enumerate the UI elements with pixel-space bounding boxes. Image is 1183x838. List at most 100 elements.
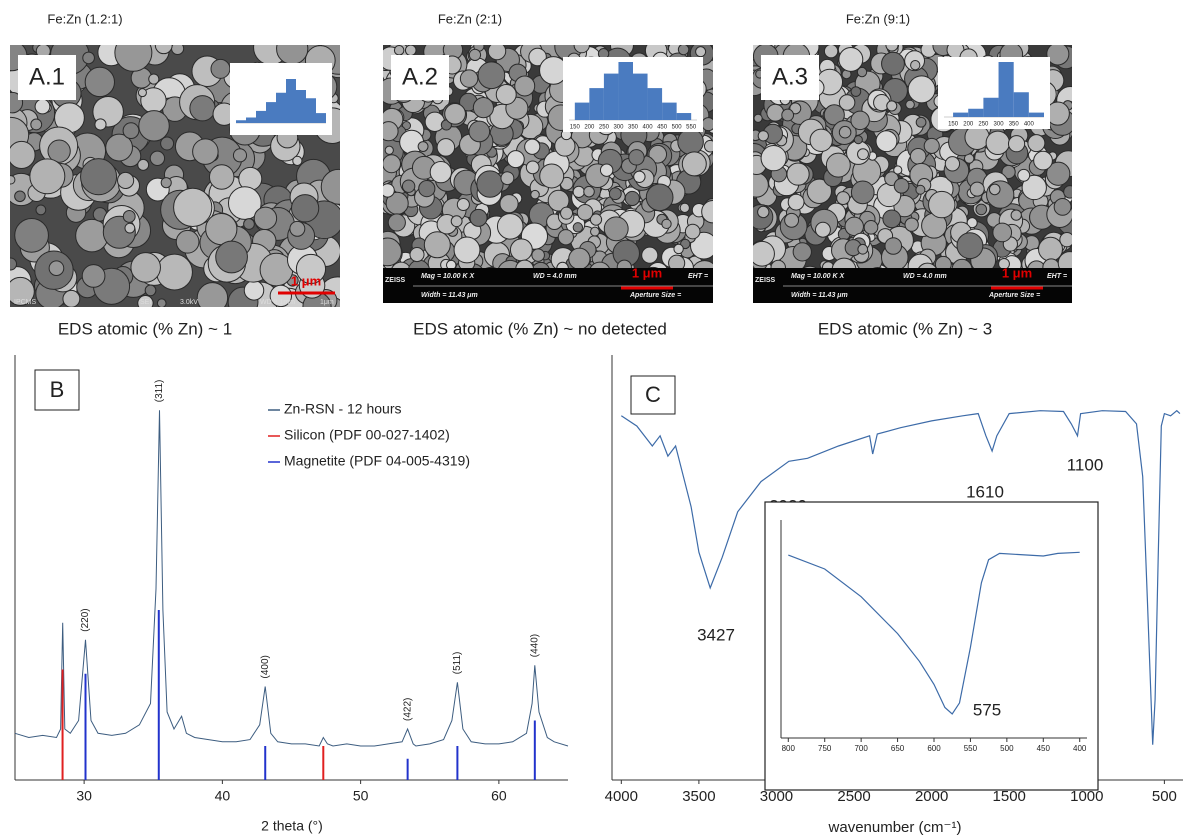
x-tick-label: 550 <box>964 744 978 753</box>
particle <box>1053 197 1072 216</box>
particle <box>404 45 417 57</box>
particle <box>117 171 135 190</box>
particle <box>836 191 851 206</box>
particle <box>863 220 879 235</box>
sem-footer: Width = 11.43 μm <box>421 292 478 299</box>
particle <box>572 222 584 233</box>
panel-label: A.1 <box>29 63 65 90</box>
x-tick-label: 400 <box>643 125 654 131</box>
histogram-bar <box>998 62 1014 117</box>
particle <box>292 155 303 166</box>
particle <box>583 185 595 198</box>
x-axis-label: wavenumber (cm⁻¹) <box>828 819 962 836</box>
particle <box>476 170 504 198</box>
particle <box>148 73 160 85</box>
particle <box>384 145 394 155</box>
histogram-bar <box>276 92 286 123</box>
particle <box>838 94 856 111</box>
particle <box>753 240 775 267</box>
sem-footer: Aperture Size = <box>988 292 1040 299</box>
particle <box>969 181 985 197</box>
particle <box>904 217 919 232</box>
particle <box>468 48 482 62</box>
sem-footer: Mag = 10.00 K X <box>421 273 475 280</box>
particle <box>417 141 429 152</box>
particle <box>444 102 466 125</box>
particle <box>137 158 150 171</box>
particle <box>276 45 309 65</box>
peak-label: (422) <box>402 698 413 721</box>
particle <box>84 66 115 98</box>
particle <box>975 203 988 216</box>
particle <box>695 46 707 58</box>
particle <box>453 236 481 264</box>
particle <box>227 186 262 220</box>
particle <box>487 45 507 61</box>
particle <box>401 179 416 193</box>
scale-label: 1 μm <box>1002 265 1032 280</box>
inset-line <box>788 551 1080 715</box>
x-tick-label: 200 <box>584 125 595 131</box>
x-tick-label: 400 <box>1024 122 1035 128</box>
particle <box>838 125 852 139</box>
particle <box>915 184 926 195</box>
particle <box>137 294 154 307</box>
particle <box>560 206 574 220</box>
histogram-bar <box>246 117 256 123</box>
particle <box>757 130 769 142</box>
particle <box>701 117 713 132</box>
particle <box>232 148 248 163</box>
particle <box>196 282 229 307</box>
particle <box>47 139 71 163</box>
particle <box>753 172 769 198</box>
x-tick-label: 4000 <box>605 788 638 805</box>
x-axis-label: 2 theta (°) <box>261 818 323 834</box>
x-tick-label: 350 <box>1009 122 1020 128</box>
particle <box>853 135 863 145</box>
particle <box>576 204 594 221</box>
particle <box>383 237 402 267</box>
histogram-bar <box>306 98 316 123</box>
peak-label: 1100 <box>1067 455 1104 474</box>
particle <box>681 151 707 177</box>
xrd-line <box>14 410 569 747</box>
particle <box>838 46 864 72</box>
peak-label: 1610 <box>966 482 1004 501</box>
particle <box>881 51 905 76</box>
particle <box>149 150 166 166</box>
particle <box>469 208 488 227</box>
particle <box>701 200 713 224</box>
particle <box>966 217 978 229</box>
particle <box>10 175 16 185</box>
particle <box>923 137 940 154</box>
particle <box>884 237 903 255</box>
sem-footer: Aperture Size = <box>629 292 681 299</box>
particle <box>928 190 956 219</box>
x-tick-label: 300 <box>613 125 624 131</box>
particle <box>757 205 770 219</box>
particle <box>684 223 701 240</box>
particle <box>915 116 927 128</box>
particle <box>160 136 175 151</box>
particle <box>215 240 248 274</box>
x-tick-label: 3000 <box>760 788 793 805</box>
particle <box>506 150 525 169</box>
particle <box>10 140 36 169</box>
peak-label: 575 <box>973 700 1001 719</box>
particle <box>624 190 640 207</box>
particle <box>48 260 65 277</box>
particle <box>94 118 107 131</box>
particle <box>10 276 35 306</box>
particle <box>189 95 216 122</box>
histogram-bar <box>676 113 692 120</box>
particle <box>1033 150 1053 171</box>
particle <box>1001 164 1016 180</box>
x-tick-label: 30 <box>76 788 92 804</box>
particle <box>424 111 446 132</box>
particle <box>477 61 506 90</box>
sem-footer: Mag = 10.00 K X <box>791 273 845 280</box>
particle <box>429 160 452 184</box>
sem-footer: ZEISS <box>755 277 776 284</box>
histogram-bar <box>296 90 306 123</box>
particle <box>661 218 672 230</box>
